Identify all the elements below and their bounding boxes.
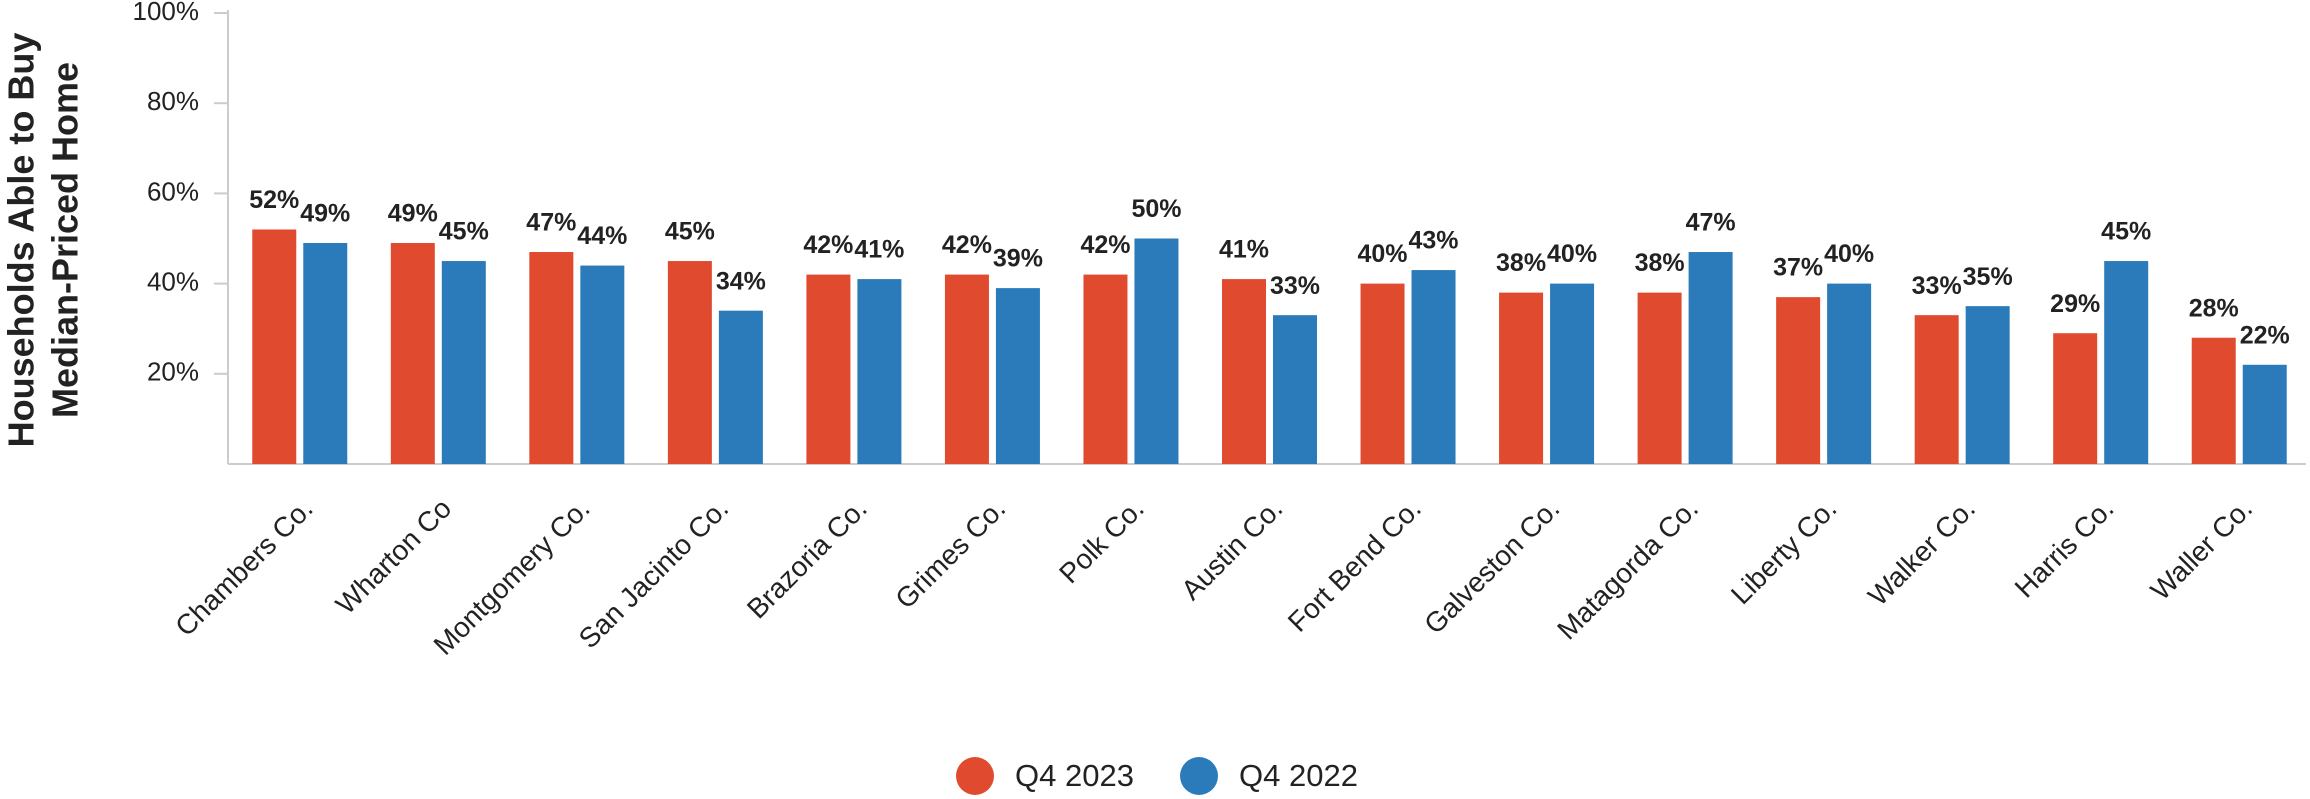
bar (718, 310, 763, 464)
bar (1499, 292, 1544, 464)
bar (390, 243, 435, 464)
x-tick-label: Walker Co. (1862, 493, 1981, 612)
bar (1637, 292, 1682, 464)
value-label: 40% (1358, 240, 1408, 268)
y-tick-label: 80% (147, 86, 199, 116)
bar (1273, 315, 1317, 464)
bar (1222, 279, 1266, 464)
x-tick-label: Polk Co. (1053, 493, 1150, 590)
bar (944, 274, 989, 464)
y-tick-label: 20% (147, 357, 199, 387)
bar (2104, 261, 2149, 464)
value-label: 40% (1547, 240, 1597, 268)
bar (667, 261, 712, 464)
bar (1083, 274, 1128, 464)
y-tick-label: 40% (147, 266, 199, 296)
bar (1965, 306, 2010, 464)
bar (1411, 270, 1456, 464)
bar (1550, 283, 1595, 464)
bar (1360, 283, 1405, 464)
x-tick-label: Grimes Co. (889, 493, 1011, 615)
x-tick-label: Waller Co. (2145, 493, 2259, 607)
value-label: 41% (1219, 236, 1269, 264)
value-label: 29% (2050, 290, 2100, 318)
legend-label: Q4 2023 (1015, 758, 1134, 793)
bar (857, 279, 902, 464)
value-label: 49% (300, 200, 350, 228)
value-label: 34% (716, 267, 766, 295)
bar (995, 288, 1040, 464)
bar (580, 265, 625, 464)
bar (806, 274, 851, 464)
x-tick-label: Harris Co. (2009, 493, 2120, 604)
y-axis-title: Households Able to Buy (1, 33, 42, 448)
y-tick-label: 60% (147, 176, 199, 206)
bar (1914, 315, 1959, 464)
x-tick-label: San Jacinto Co. (573, 493, 735, 655)
bar (2191, 337, 2236, 464)
value-label: 33% (1270, 272, 1320, 300)
legend-marker (956, 757, 994, 795)
value-label: 45% (439, 218, 489, 246)
x-tick-label: Wharton Co (330, 493, 458, 621)
x-tick-label: Brazoria Co. (741, 493, 873, 625)
value-label: 22% (2240, 321, 2290, 349)
value-label: 28% (2189, 294, 2239, 322)
y-axis-title: Median-Priced Home (45, 62, 86, 418)
value-label: 35% (1963, 263, 2013, 291)
value-label: 52% (249, 186, 299, 214)
bar (2053, 333, 2098, 464)
value-label: 47% (526, 209, 576, 237)
bar (529, 252, 574, 464)
value-label: 42% (803, 231, 853, 259)
bar (441, 261, 486, 464)
x-tick-label: Liberty Co. (1725, 493, 1843, 611)
value-label: 45% (2101, 218, 2151, 246)
x-tick-label: Chambers Co. (169, 493, 319, 643)
bar (303, 243, 348, 464)
value-label: 38% (1635, 249, 1685, 277)
value-label: 44% (577, 222, 627, 250)
value-label: 39% (993, 245, 1043, 273)
value-label: 41% (854, 236, 904, 264)
bar (252, 229, 297, 464)
value-label: 42% (942, 231, 992, 259)
value-label: 50% (1131, 195, 1181, 223)
value-label: 43% (1409, 227, 1459, 255)
bar (1688, 252, 1733, 464)
value-label: 38% (1496, 249, 1546, 277)
value-label: 45% (665, 218, 715, 246)
x-tick-label: Austin Co. (1175, 493, 1288, 606)
x-tick-label: Galveston Co. (1418, 493, 1565, 640)
bar (1827, 283, 1872, 464)
value-label: 40% (1824, 240, 1874, 268)
value-label: 42% (1080, 231, 1130, 259)
x-tick-label: Matagorda Co. (1551, 493, 1704, 646)
x-tick-label: Fort Bend Co. (1282, 493, 1427, 638)
bar (2242, 364, 2287, 464)
value-label: 33% (1912, 272, 1962, 300)
value-label: 47% (1686, 209, 1736, 237)
bar (1134, 238, 1179, 464)
value-label: 37% (1773, 254, 1823, 282)
value-label: 49% (388, 200, 438, 228)
legend-marker (1180, 757, 1218, 795)
legend-label: Q4 2022 (1239, 758, 1358, 793)
y-tick-label: 100% (133, 0, 200, 26)
bar (1776, 297, 1821, 464)
